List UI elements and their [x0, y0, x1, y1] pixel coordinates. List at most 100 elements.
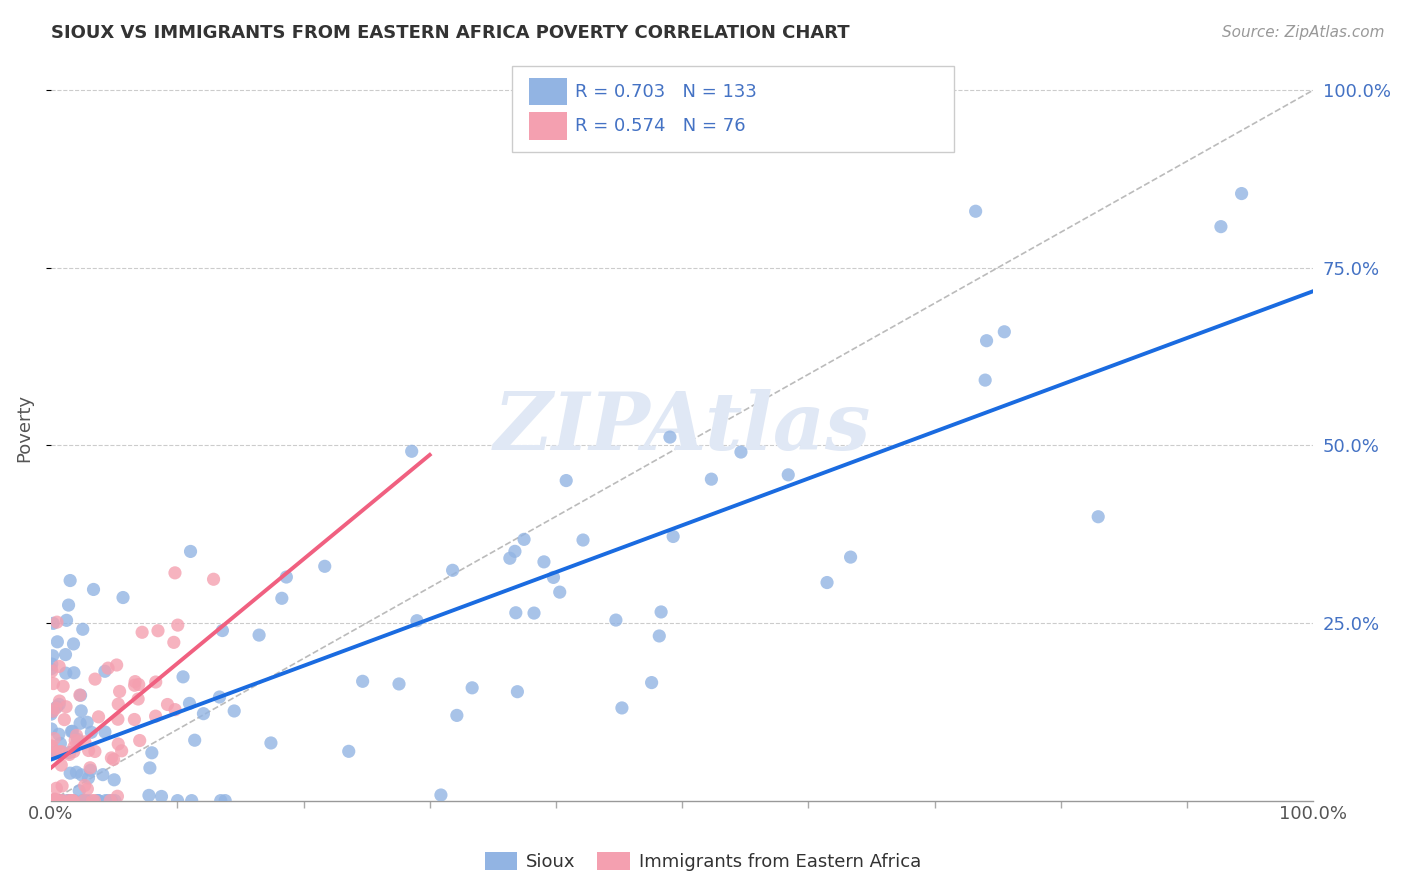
- Point: [128, 733, 150, 747]
- Point: [42, 676, 65, 690]
- Point: [45, 746, 67, 760]
- Point: [58, 794, 80, 808]
- Point: [183, 733, 205, 747]
- Text: SIOUX VS IMMIGRANTS FROM EASTERN AFRICA POVERTY CORRELATION CHART: SIOUX VS IMMIGRANTS FROM EASTERN AFRICA …: [51, 24, 849, 42]
- Point: [59, 766, 82, 780]
- Point: [1087, 509, 1109, 524]
- Point: [111, 591, 134, 605]
- Point: [87, 710, 110, 724]
- Point: [548, 585, 571, 599]
- Point: [46, 794, 69, 808]
- Point: [51, 794, 73, 808]
- Point: [60, 794, 83, 808]
- Point: [98, 794, 121, 808]
- Point: [100, 751, 122, 765]
- Point: [73, 735, 96, 749]
- Point: [145, 709, 167, 723]
- Point: [523, 606, 546, 620]
- Point: [163, 566, 186, 580]
- Point: [51, 758, 73, 772]
- Point: [127, 692, 149, 706]
- Point: [44, 793, 66, 807]
- FancyBboxPatch shape: [512, 66, 953, 152]
- Point: [105, 658, 128, 673]
- Point: [572, 533, 595, 547]
- Point: [65, 728, 87, 742]
- FancyBboxPatch shape: [530, 112, 567, 140]
- Point: [52, 679, 75, 693]
- Point: [48, 794, 70, 808]
- Point: [156, 698, 179, 712]
- Point: [107, 737, 129, 751]
- Legend: Sioux, Immigrants from Eastern Africa: Sioux, Immigrants from Eastern Africa: [478, 846, 928, 879]
- Text: Source: ZipAtlas.com: Source: ZipAtlas.com: [1222, 25, 1385, 40]
- Text: R = 0.574   N = 76: R = 0.574 N = 76: [575, 117, 745, 136]
- Point: [51, 779, 73, 793]
- Point: [214, 794, 236, 808]
- Point: [73, 779, 96, 793]
- Point: [533, 555, 555, 569]
- Point: [91, 767, 114, 781]
- Point: [131, 625, 153, 640]
- Point: [79, 761, 101, 775]
- Point: [965, 204, 987, 219]
- Point: [63, 794, 86, 808]
- Point: [63, 733, 86, 747]
- Point: [108, 684, 131, 698]
- Point: [97, 661, 120, 675]
- Point: [605, 613, 627, 627]
- Point: [60, 724, 83, 739]
- Point: [48, 794, 70, 808]
- Point: [69, 716, 91, 731]
- Point: [166, 794, 188, 808]
- Point: [46, 615, 69, 629]
- Point: [145, 675, 167, 690]
- Point: [55, 648, 77, 662]
- Point: [179, 697, 201, 711]
- Point: [172, 670, 194, 684]
- Point: [41, 664, 63, 678]
- Point: [138, 789, 160, 803]
- Point: [441, 563, 464, 577]
- Point: [103, 752, 125, 766]
- Point: [163, 635, 186, 649]
- Point: [42, 794, 65, 808]
- Point: [55, 666, 77, 681]
- Point: [100, 794, 122, 808]
- Point: [260, 736, 283, 750]
- Point: [166, 618, 188, 632]
- Point: [352, 674, 374, 689]
- Point: [730, 445, 752, 459]
- Point: [513, 533, 536, 547]
- Point: [87, 794, 110, 808]
- Point: [1209, 219, 1232, 234]
- Point: [44, 794, 66, 808]
- Point: [224, 704, 246, 718]
- Point: [42, 794, 65, 808]
- Point: [430, 788, 453, 802]
- Point: [993, 325, 1015, 339]
- Point: [60, 794, 83, 808]
- Point: [39, 662, 62, 676]
- Point: [79, 764, 101, 778]
- Point: [146, 624, 169, 638]
- Point: [76, 781, 98, 796]
- Point: [45, 781, 67, 796]
- Point: [337, 744, 360, 758]
- Point: [247, 628, 270, 642]
- Point: [208, 690, 231, 704]
- Point: [59, 794, 82, 808]
- Point: [75, 794, 97, 808]
- Point: [60, 794, 83, 808]
- Point: [42, 616, 65, 631]
- Point: [1230, 186, 1253, 201]
- Point: [41, 705, 63, 719]
- Point: [45, 794, 67, 808]
- Point: [70, 768, 93, 782]
- Point: [83, 794, 105, 808]
- Point: [39, 739, 62, 753]
- Point: [72, 794, 94, 808]
- Point: [55, 699, 77, 714]
- Point: [60, 724, 83, 739]
- Point: [58, 747, 80, 762]
